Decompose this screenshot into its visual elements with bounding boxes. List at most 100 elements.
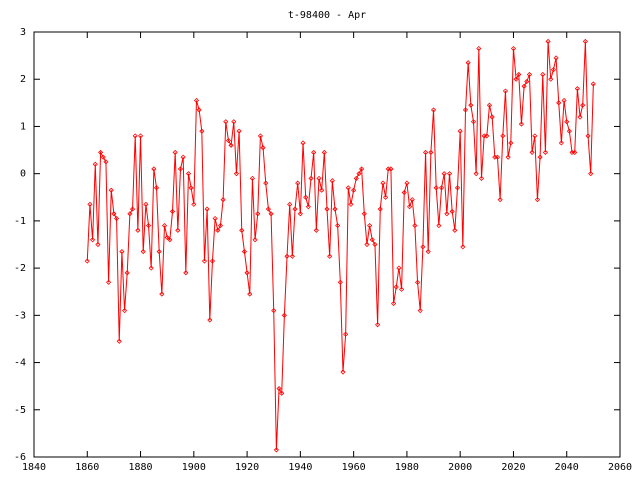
data-point (521, 83, 527, 89)
data-point (412, 223, 418, 229)
data-point (95, 241, 101, 248)
data-point (449, 208, 455, 215)
data-point (241, 249, 247, 255)
data-point (569, 149, 575, 155)
data-point (582, 38, 588, 45)
data-point (308, 175, 314, 181)
y-tick-label: 0 (20, 169, 26, 180)
data-point (316, 175, 322, 181)
data-point (462, 107, 469, 113)
x-tick-label: 1880 (128, 462, 152, 473)
data-point (244, 270, 250, 276)
data-point (220, 197, 226, 203)
data-point (239, 227, 245, 233)
data-point (422, 149, 429, 155)
data-point (399, 286, 405, 292)
data-point (452, 227, 458, 233)
data-point (324, 206, 330, 212)
data-point (207, 317, 213, 323)
data-point (532, 133, 538, 139)
data-point (132, 133, 138, 139)
data-point (172, 149, 178, 155)
y-tick-label: -3 (14, 310, 26, 321)
data-point (476, 45, 482, 52)
data-point (340, 369, 346, 375)
data-point (119, 249, 125, 255)
data-point (391, 300, 397, 307)
data-point (228, 142, 234, 148)
data-point (561, 97, 567, 104)
data-point (545, 38, 551, 45)
data-point (401, 189, 407, 196)
data-point (404, 180, 410, 186)
data-point (353, 175, 359, 181)
data-point (217, 223, 224, 229)
data-point (185, 171, 192, 177)
data-point (159, 291, 165, 297)
x-tick-label: 2000 (448, 462, 472, 473)
data-point (478, 175, 485, 181)
data-point (516, 71, 522, 78)
data-point (249, 175, 255, 181)
data-point (438, 185, 445, 191)
data-point (430, 107, 437, 113)
data-point (284, 253, 290, 259)
data-point (106, 279, 112, 285)
data-point (169, 208, 176, 215)
data-point (505, 154, 511, 160)
chart-title: t-98400 - Apr (288, 10, 366, 21)
data-point (225, 138, 232, 144)
x-tick-label: 1860 (75, 462, 99, 473)
data-point (380, 180, 386, 186)
data-point (87, 201, 93, 207)
data-point (204, 206, 210, 212)
data-point (114, 215, 120, 222)
data-point (313, 227, 319, 233)
data-point (175, 227, 181, 233)
data-point (233, 171, 240, 177)
data-point (193, 97, 200, 104)
data-point (183, 270, 189, 276)
data-point (279, 390, 285, 396)
data-point (414, 279, 421, 285)
data-point (388, 166, 394, 172)
x-tick-label: 1900 (182, 462, 206, 473)
data-point (369, 237, 375, 243)
x-tick-label: 2060 (608, 462, 632, 473)
data-point (327, 253, 333, 259)
data-point (510, 45, 517, 52)
data-point (351, 187, 357, 193)
data-point (460, 244, 466, 250)
data-point (417, 308, 423, 314)
data-point (367, 223, 373, 229)
data-point (348, 201, 354, 207)
data-point (500, 133, 506, 139)
data-point (383, 194, 389, 200)
x-tick-label: 1920 (235, 462, 259, 473)
data-point (385, 166, 391, 172)
data-point (585, 133, 591, 139)
y-tick-label: 1 (20, 121, 26, 132)
data-point (494, 154, 501, 160)
data-point (588, 171, 594, 177)
data-point (377, 206, 383, 212)
x-tick-label: 1980 (395, 462, 419, 473)
data-point (468, 102, 474, 108)
data-point (177, 166, 184, 172)
data-point (375, 322, 381, 328)
data-point (281, 312, 287, 318)
data-point (116, 338, 122, 344)
data-point (566, 128, 572, 134)
data-point (529, 149, 535, 155)
data-point (319, 187, 325, 193)
data-point (199, 128, 205, 134)
data-point (263, 180, 269, 186)
x-tick-label: 1960 (342, 462, 366, 473)
data-point (271, 308, 277, 314)
data-point (343, 331, 349, 337)
data-point (420, 244, 426, 250)
data-point (580, 102, 586, 108)
data-point (84, 258, 90, 264)
data-point (558, 140, 564, 146)
